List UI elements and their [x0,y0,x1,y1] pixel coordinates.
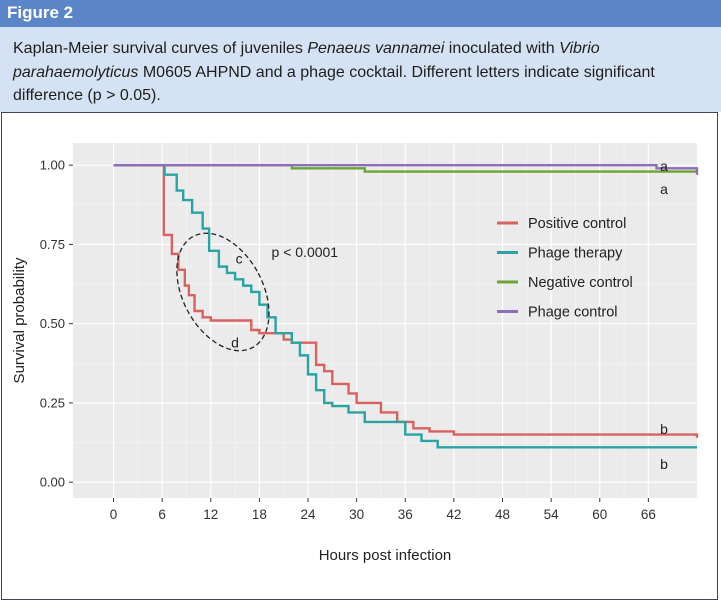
caption-text: Kaplan-Meier survival curves of juvenile… [13,37,713,108]
legend-label-positive-control: Positive control [528,216,626,232]
figure-caption: Kaplan-Meier survival curves of juvenile… [0,27,721,112]
x-tick-label: 30 [349,507,364,522]
caption-part: inoculated with [444,40,560,57]
legend-label-negative-control: Negative control [528,275,633,291]
caption-part: Vibrio parahaemolyticus [13,40,600,81]
significance-letter-negative-control: a [660,181,668,197]
group-letter-c: c [236,250,243,266]
y-axis-label: Survival probability [11,257,28,383]
legend-label-phage-control: Phage control [528,305,617,321]
significance-letter-phage-therapy: b [660,456,668,472]
y-tick-label: 0.25 [40,395,65,410]
significance-letter-positive-control: b [660,421,668,437]
x-tick-label: 18 [252,507,267,522]
x-tick-label: 36 [398,507,413,522]
significance-letter-phage-control: a [660,158,668,174]
p-value-annotation: p < 0.0001 [272,244,339,260]
caption-part: M0605 AHPND and a phage cocktail. Differ… [13,63,655,105]
x-tick-label: 24 [300,507,316,522]
legend-label-phage-therapy: Phage therapy [528,246,623,262]
x-tick-label: 54 [544,507,560,522]
x-tick-label: 6 [158,507,166,522]
survival-curve-phage-therapy [113,163,697,449]
y-tick-label: 0.00 [40,475,65,490]
x-tick-label: 48 [495,507,510,522]
figure-label: Figure 2 [7,3,74,22]
caption-part: Kaplan-Meier survival curves of juvenile… [13,40,308,57]
x-tick-label: 12 [203,507,218,522]
x-tick-label: 66 [641,507,656,522]
survival-curve-phage-control [113,163,699,175]
figure-header: Figure 2 [0,0,721,27]
y-tick-label: 1.00 [40,158,65,173]
x-tick-label: 42 [446,507,461,522]
y-tick-label: 0.50 [40,316,65,331]
group-letter-d: d [231,334,239,350]
x-tick-label: 60 [592,507,607,522]
highlight-ellipse [176,232,270,352]
caption-part: Penaeus vannamei [307,40,445,57]
y-tick-label: 0.75 [40,237,65,252]
plot-background [73,143,697,498]
x-axis-label: Hours post infection [319,547,452,564]
x-tick-label: 0 [110,507,118,522]
